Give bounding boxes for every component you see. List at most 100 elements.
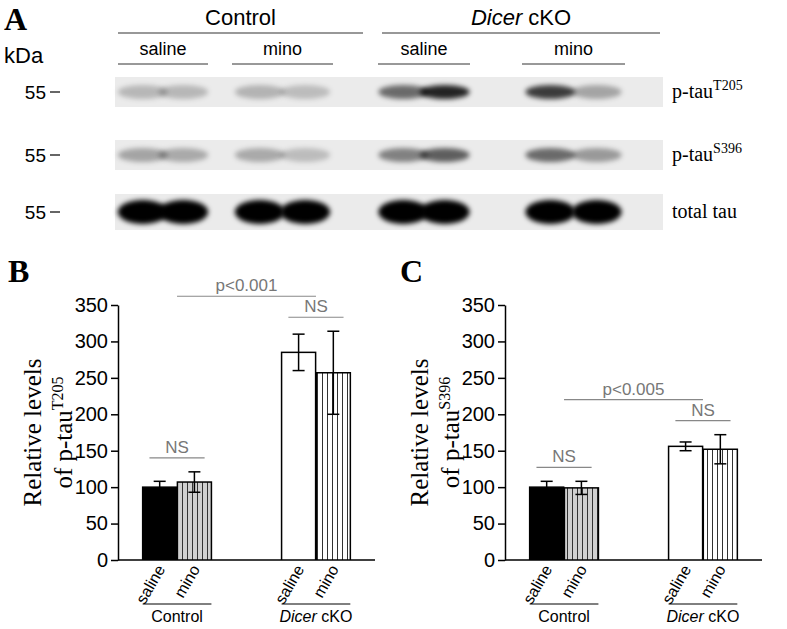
italic-part: Dicer [471,5,524,30]
annotation: p<0.001 [216,276,278,295]
size-dash [50,154,60,155]
blot-band [420,200,470,224]
x-tick-label: mino [697,562,729,601]
y-tick: 250 [75,367,118,389]
y-tick-label: 50 [86,512,108,534]
y-tick: 300 [75,330,118,352]
annotation: NS [691,401,715,420]
y-tick: 100 [462,476,505,498]
blot-band [525,148,575,162]
figure: AkDaControlDicer cKOsalineminosalinemino… [0,0,787,629]
y-axis-label-superscript: T205 [49,376,66,410]
y-axis-line [505,306,507,561]
panel-a: AkDaControlDicer cKOsalineminosalinemino… [4,1,743,230]
y-axis-label: of p-tauS396 [436,377,464,488]
y-tick-mark [498,378,505,380]
group-line [382,32,660,33]
size-dash [50,211,60,212]
panel-letter: A [4,1,27,37]
annotation-line [177,296,316,297]
group-label: Dicer cKO [280,608,353,625]
group-label: Control [538,608,590,625]
annotation: NS [552,447,576,466]
annotation-line [675,420,730,421]
unit-label: kDa [4,43,44,68]
y-tick: 0 [484,549,505,571]
plain-part: cKO [704,608,740,625]
y-tick-mark [498,450,505,452]
condition-label: saline [400,39,447,59]
y-tick: 50 [473,512,505,534]
error-bar [575,481,587,494]
bar [669,446,703,560]
x-tick-label: saline [520,562,556,607]
y-tick-mark [111,378,118,380]
condition-label: mino [263,39,302,59]
x-tick-label: saline [133,562,169,607]
y-tick-label: 250 [75,367,108,389]
group-line [282,604,351,605]
group-label: Control [151,608,203,625]
y-tick-label: 350 [462,294,495,316]
y-tick-label: 100 [75,476,108,498]
y-tick: 100 [75,476,118,498]
y-tick-label: 0 [484,549,495,571]
row-label: p-tauS396 [672,141,742,166]
y-tick: 150 [462,440,505,462]
annotation-line [564,399,703,400]
y-tick-mark [111,523,118,525]
x-tick-label: saline [659,562,695,607]
annotation-line [288,317,343,318]
y-tick-mark [498,305,505,307]
error-bar [714,435,726,464]
bar [530,487,564,560]
y-tick: 350 [75,294,118,316]
size-dash [50,91,60,92]
plain-part: cKO [522,5,571,30]
y-tick: 150 [75,440,118,462]
y-tick: 200 [462,403,505,425]
blot-strip [115,77,663,107]
panel-letter: C [400,253,423,289]
blot-band [158,85,208,99]
annotation-line [536,467,591,468]
blot-band [235,148,285,162]
x-tick-label: mino [310,562,342,601]
y-tick-mark [111,487,118,489]
group-label: Dicer cKO [667,608,740,625]
y-tick-label: 200 [75,403,108,425]
blot-band [280,148,330,162]
group-line [143,604,212,605]
error-bar [327,331,339,414]
y-tick-mark [498,560,505,562]
y-tick-label: 150 [462,440,495,462]
blot-band [158,200,208,224]
y-axis-line [118,306,120,561]
y-tick-mark [111,341,118,343]
y-tick-mark [111,305,118,307]
blot-strip [115,194,663,230]
y-tick: 0 [97,549,118,571]
y-axis-label: Relative levels [406,359,433,507]
group-line [530,604,599,605]
y-tick-mark [111,450,118,452]
row-label-superscript: T205 [713,78,743,93]
plot-marks [143,331,351,560]
size-label: 55 [25,145,46,166]
y-tick: 200 [75,403,118,425]
blot-band [572,85,622,99]
blot-band [572,200,622,224]
y-tick: 250 [462,367,505,389]
y-axis-label: of p-tauT205 [49,376,77,488]
size-label: 55 [25,82,46,103]
annotation: NS [304,297,328,316]
group-line [118,32,363,33]
condition-label: saline [139,39,186,59]
blot-strip [115,140,663,170]
bar [177,482,211,560]
condition-line [378,64,470,65]
bar-chart: C050100150200250300350salineminosalinemi… [400,253,762,625]
bar-chart: B050100150200250300350salineminosalinemi… [8,253,375,625]
y-tick: 300 [462,330,505,352]
size-label: 55 [25,202,46,223]
